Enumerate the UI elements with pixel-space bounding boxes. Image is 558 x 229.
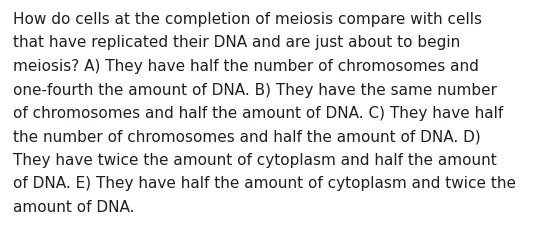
Text: meiosis? A) They have half the number of chromosomes and: meiosis? A) They have half the number of…: [13, 59, 479, 74]
Text: How do cells at the completion of meiosis compare with cells: How do cells at the completion of meiosi…: [13, 12, 482, 27]
Text: of DNA. E) They have half the amount of cytoplasm and twice the: of DNA. E) They have half the amount of …: [13, 176, 516, 191]
Text: of chromosomes and half the amount of DNA. C) They have half: of chromosomes and half the amount of DN…: [13, 106, 503, 120]
Text: They have twice the amount of cytoplasm and half the amount: They have twice the amount of cytoplasm …: [13, 152, 497, 167]
Text: amount of DNA.: amount of DNA.: [13, 199, 134, 214]
Text: one-fourth the amount of DNA. B) They have the same number: one-fourth the amount of DNA. B) They ha…: [13, 82, 497, 97]
Text: that have replicated their DNA and are just about to begin: that have replicated their DNA and are j…: [13, 35, 460, 50]
Text: the number of chromosomes and half the amount of DNA. D): the number of chromosomes and half the a…: [13, 129, 481, 144]
